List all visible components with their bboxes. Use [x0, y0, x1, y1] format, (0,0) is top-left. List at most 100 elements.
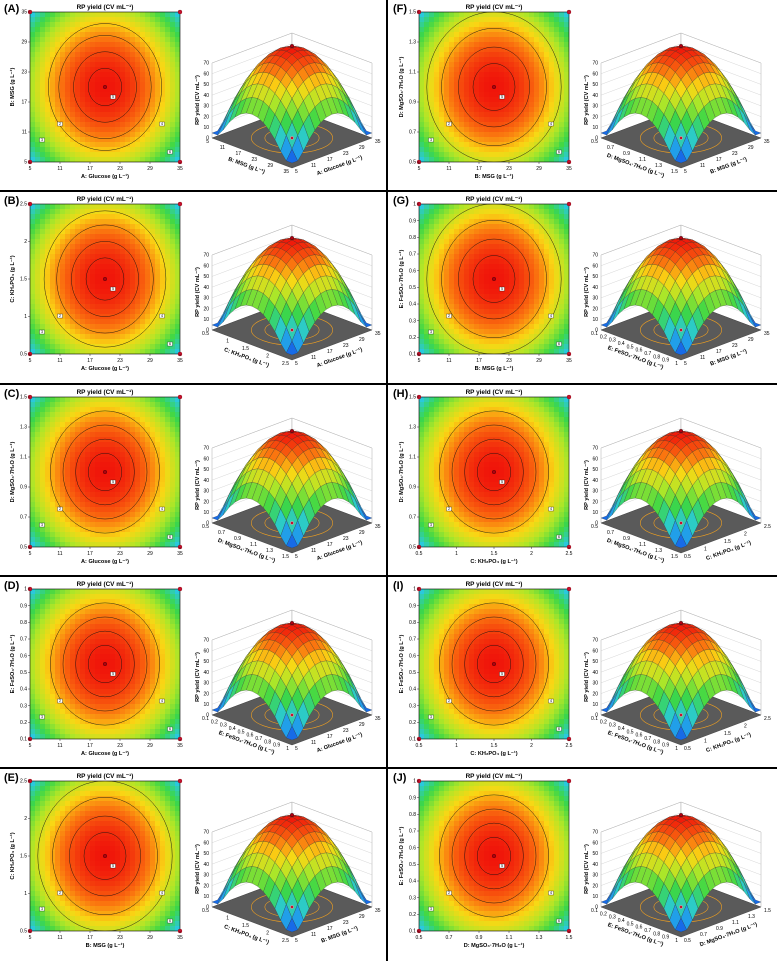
heat-cell: [514, 274, 520, 280]
heat-cell: [35, 542, 41, 547]
heat-cell: [474, 137, 480, 143]
heat-cell: [90, 152, 96, 158]
heat-cell: [70, 209, 76, 215]
heat-cell: [494, 284, 500, 290]
heat-cell: [424, 57, 430, 63]
heat-cell: [100, 289, 106, 295]
heat-cell: [160, 239, 166, 245]
heat-cell: [145, 107, 151, 113]
heat-cell: [524, 152, 530, 158]
heat-cell: [30, 274, 36, 280]
heat-cell: [145, 289, 151, 295]
heat-cell: [115, 37, 121, 43]
heat-cell: [45, 22, 51, 28]
heat-cell: [509, 294, 515, 300]
heat-cell: [70, 244, 76, 250]
heat-cell: [35, 492, 41, 498]
heat-cell: [155, 294, 161, 300]
heat-cell: [90, 234, 96, 240]
heat-cell: [514, 349, 520, 354]
heat-cell: [105, 259, 111, 265]
heat-cell: [150, 122, 156, 128]
heat-cell: [534, 264, 540, 270]
heat-cell: [524, 22, 530, 28]
heat-cell: [145, 214, 151, 220]
heat-cell: [135, 147, 141, 153]
heat-cell: [155, 204, 161, 210]
heat-cell: [509, 142, 515, 148]
heat-cell: [85, 249, 91, 255]
heat-cell: [464, 142, 470, 148]
heat-cell: [519, 57, 525, 63]
heat-cell: [35, 334, 41, 340]
heat-cell: [145, 239, 151, 245]
heat-cell: [100, 72, 106, 78]
heat-cell: [160, 132, 166, 138]
heat-cell: [30, 417, 36, 423]
heat-cell: [55, 42, 61, 48]
heat-cell: [534, 72, 540, 78]
heat-cell: [130, 42, 136, 48]
heat-cell: [85, 329, 91, 335]
heat-cell: [494, 37, 500, 43]
heat-cell: [40, 112, 46, 118]
heat-cell: [424, 314, 430, 320]
contour-line: [85, 257, 125, 301]
heat-cell: [514, 112, 520, 118]
heat-cell: [494, 22, 500, 28]
heat-cell: [524, 147, 530, 153]
heat-cell: [534, 284, 540, 290]
heat-cell: [165, 299, 171, 305]
heat-cell: [539, 269, 545, 275]
heat-cell: [534, 17, 540, 23]
heat-cell: [559, 204, 565, 210]
heat-cell: [175, 284, 180, 290]
heat-cell: [504, 102, 510, 108]
heat-cell: [150, 304, 156, 310]
heat-cell: [55, 12, 61, 18]
heat-cell: [70, 214, 76, 220]
heat-cell: [529, 97, 535, 103]
heat-cell: [80, 32, 86, 38]
heat-cell: [155, 42, 161, 48]
heat-cell: [145, 209, 151, 215]
heat-cell: [30, 329, 36, 335]
heat-cell: [534, 279, 540, 285]
heat-cell: [30, 259, 36, 265]
panel-label: (A): [4, 3, 20, 15]
heat-cell: [50, 122, 56, 128]
heat-cell: [30, 299, 36, 305]
heat-cell: [434, 284, 440, 290]
heat-cell: [95, 87, 101, 93]
heat-cell: [554, 254, 560, 260]
heat-cell: [434, 254, 440, 260]
heat-cell: [474, 112, 480, 118]
heat-cell: [529, 107, 535, 113]
heat-cell: [469, 299, 475, 305]
heat-cell: [150, 294, 156, 300]
heat-cell: [534, 234, 540, 240]
heat-cell: [424, 72, 430, 78]
heat-cell: [479, 12, 485, 18]
heat-cell: [489, 127, 495, 133]
contour-line: [458, 46, 530, 128]
heat-cell: [479, 289, 485, 295]
heat-cell: [504, 294, 510, 300]
heat-cell: [115, 279, 121, 285]
heat-cell: [145, 229, 151, 235]
heat-cell: [479, 274, 485, 280]
heat-cell: [464, 67, 470, 73]
heat-cell: [479, 112, 485, 118]
heat-cell: [434, 22, 440, 28]
heat-cell: [175, 339, 180, 345]
surface-x-tick: 1.1: [639, 157, 646, 163]
heat-cell: [509, 112, 515, 118]
heat-cell: [534, 32, 540, 38]
heat-cell: [444, 92, 450, 98]
heat-cell: [130, 137, 136, 143]
heat-cell: [165, 219, 171, 225]
heat-cell: [449, 117, 455, 123]
heat-cell: [539, 42, 545, 48]
heat-cell: [434, 147, 440, 153]
heat-cell: [40, 264, 46, 270]
